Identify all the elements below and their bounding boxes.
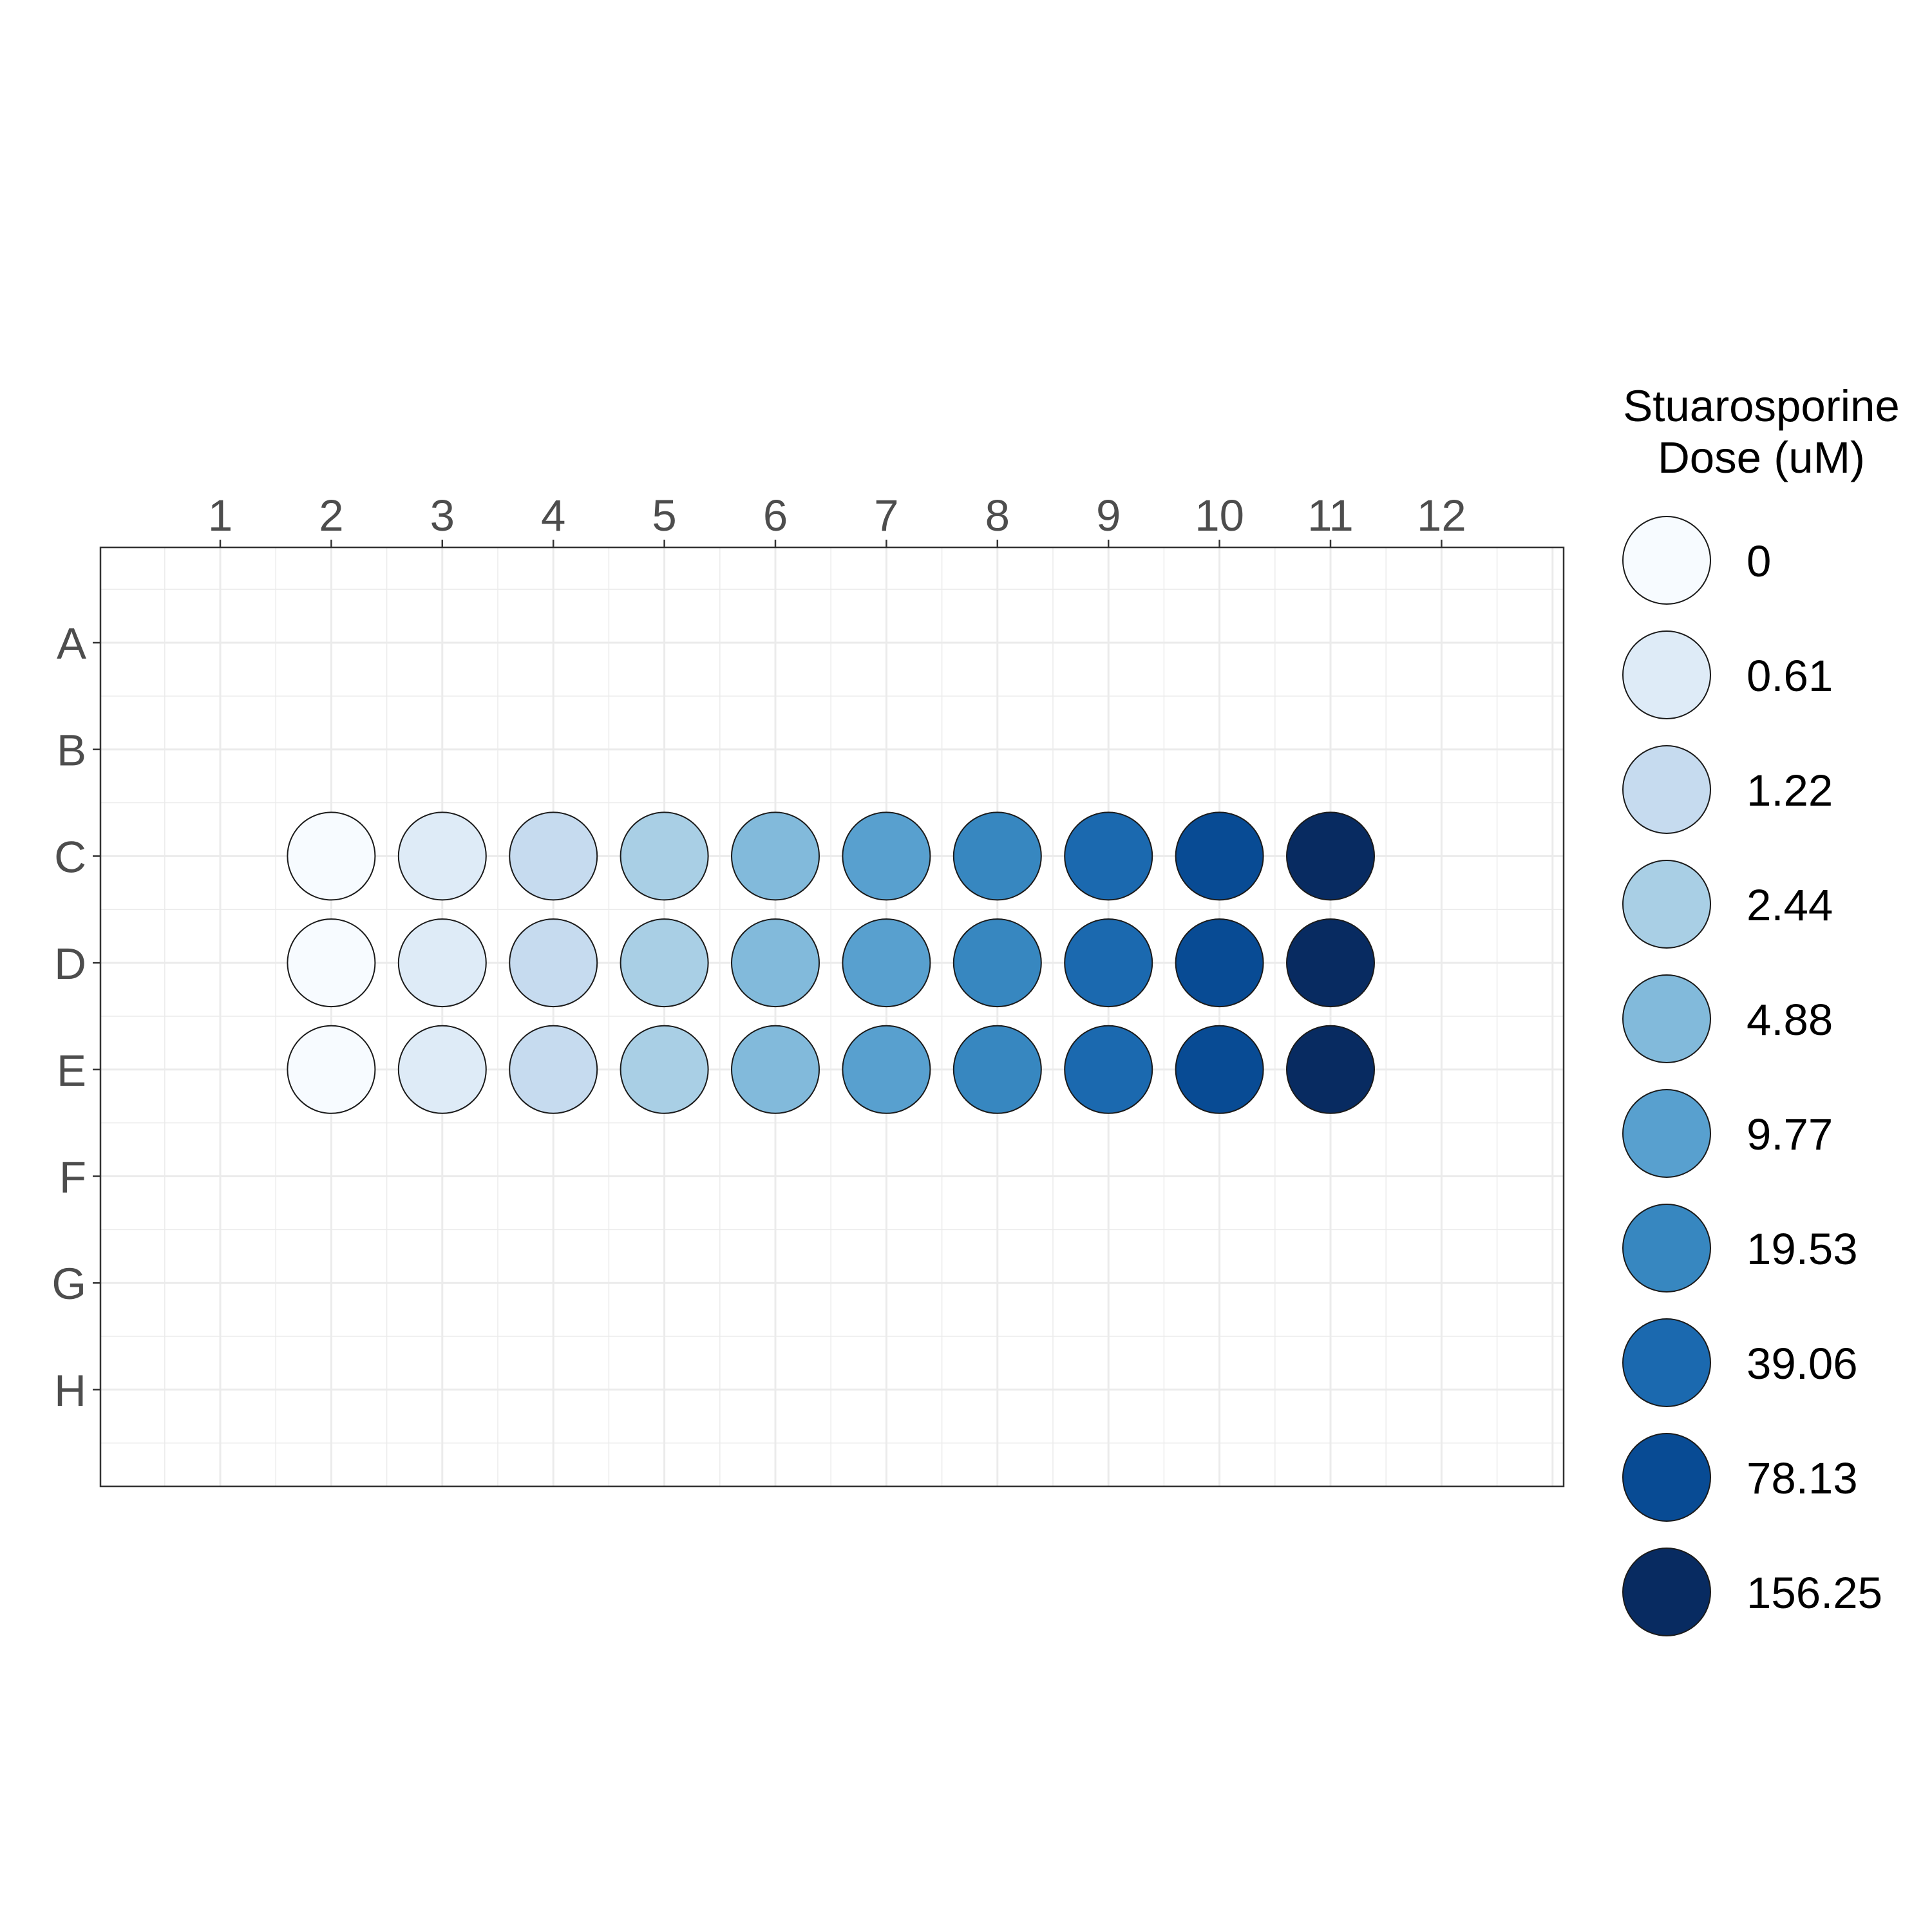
x-tick-label: 11 — [1307, 491, 1354, 540]
x-tick-label: 7 — [874, 491, 898, 540]
well-C7 — [842, 811, 931, 901]
well-E8 — [952, 1025, 1042, 1114]
y-tick-label: B — [57, 726, 86, 775]
well-D8 — [952, 918, 1042, 1008]
well-D11 — [1286, 918, 1375, 1008]
legend-entry-label: 4.88 — [1747, 995, 1833, 1045]
y-tick-label: H — [54, 1366, 86, 1416]
legend-key-swatch — [1622, 630, 1711, 719]
well-D2 — [287, 918, 376, 1008]
x-tick-label: 5 — [652, 491, 676, 540]
y-axis-rows: A B C D E F G H — [52, 619, 100, 1416]
well-C8 — [952, 811, 1042, 901]
well-E6 — [731, 1025, 820, 1114]
well-C4 — [509, 811, 598, 901]
well-D9 — [1064, 918, 1153, 1008]
well-D10 — [1175, 918, 1264, 1008]
well-D7 — [842, 918, 931, 1008]
x-tick-label: 2 — [319, 491, 343, 540]
legend-key-swatch — [1622, 1548, 1711, 1636]
well-E10 — [1175, 1025, 1264, 1114]
well-C11 — [1286, 811, 1375, 901]
y-tick-label: C — [54, 832, 86, 882]
well-E11 — [1286, 1025, 1375, 1114]
legend-entry-label: 0.61 — [1747, 651, 1833, 701]
legend-entry-label: 156.25 — [1747, 1568, 1882, 1618]
well-C6 — [731, 811, 820, 901]
well-D5 — [620, 918, 709, 1008]
legend-key-swatch — [1622, 1318, 1711, 1407]
legend-entry-label: 39.06 — [1747, 1339, 1858, 1388]
x-tick-label: 1 — [208, 491, 232, 540]
legend-entry-label: 78.13 — [1747, 1454, 1858, 1503]
legend-entry-label: 19.53 — [1747, 1224, 1858, 1274]
x-tick-label: 3 — [430, 491, 455, 540]
well-E9 — [1064, 1025, 1153, 1114]
y-tick-label: A — [57, 619, 86, 668]
plot-panel-border — [99, 546, 1565, 1488]
legend-entry-label: 1.22 — [1747, 766, 1833, 815]
x-tick-label: 9 — [1096, 491, 1121, 540]
y-tick-label: F — [59, 1153, 86, 1202]
legend-key-swatch — [1622, 860, 1711, 949]
x-tick-label: 10 — [1195, 491, 1244, 540]
legend-key-swatch — [1622, 516, 1711, 605]
x-tick-label: 4 — [541, 491, 565, 540]
legend-key-swatch — [1622, 1433, 1711, 1522]
legend-title-line: Dose (uM) — [1658, 433, 1865, 482]
well-C9 — [1064, 811, 1153, 901]
y-tick-label: D — [54, 939, 86, 989]
well-C3 — [397, 811, 487, 901]
well-D4 — [509, 918, 598, 1008]
well-D3 — [397, 918, 487, 1008]
well-D6 — [731, 918, 820, 1008]
legend-key-swatch — [1622, 1089, 1711, 1178]
y-tick-label: G — [52, 1259, 86, 1309]
well-E3 — [397, 1025, 487, 1114]
well-points — [287, 811, 1375, 1114]
x-axis-columns: 1 2 3 4 5 6 7 8 9 10 11 12 — [208, 491, 1466, 547]
well-E4 — [509, 1025, 598, 1114]
legend-entry-label: 0 — [1747, 536, 1771, 586]
well-C2 — [287, 811, 376, 901]
well-E7 — [842, 1025, 931, 1114]
well-E2 — [287, 1025, 376, 1114]
legend-key-swatch — [1622, 745, 1711, 834]
y-tick-label: E — [57, 1046, 86, 1095]
x-tick-label: 6 — [763, 491, 788, 540]
well-C10 — [1175, 811, 1264, 901]
legend-key-swatch — [1622, 974, 1711, 1063]
well-C5 — [620, 811, 709, 901]
legend-entry-label: 9.77 — [1747, 1110, 1833, 1159]
legend-entry-label: 2.44 — [1747, 880, 1833, 930]
well-E5 — [620, 1025, 709, 1114]
x-tick-label: 12 — [1417, 491, 1466, 540]
legend-key-swatch — [1622, 1204, 1711, 1293]
x-tick-label: 8 — [985, 491, 1010, 540]
legend-title-line: Stuarosporine — [1623, 381, 1900, 431]
